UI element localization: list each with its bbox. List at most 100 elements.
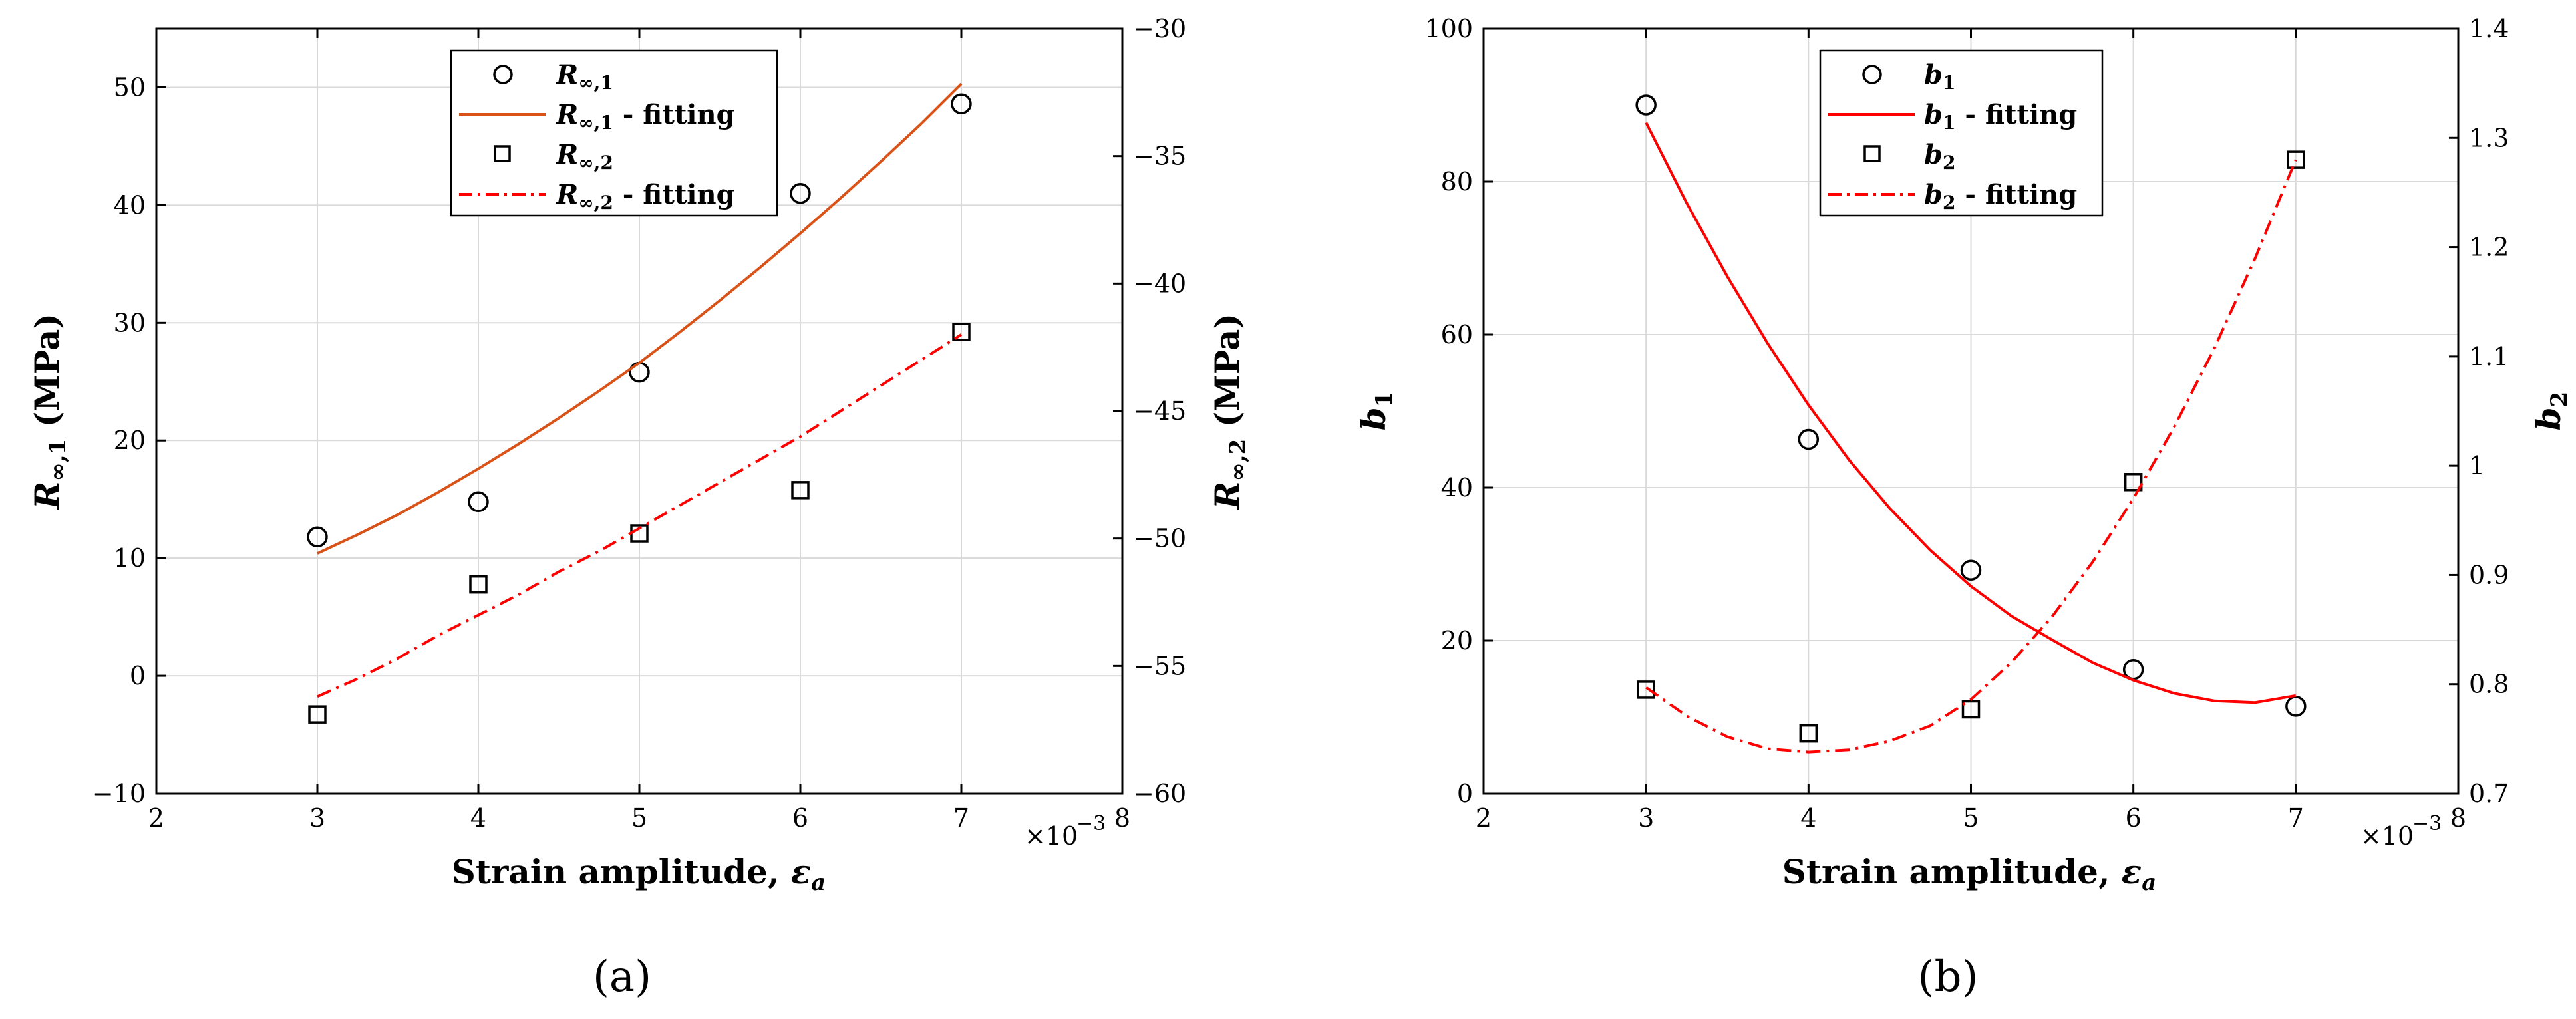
data-point-square <box>952 323 971 341</box>
y-right-tick-label: 1.1 <box>2469 342 2509 371</box>
data-point-square <box>308 705 327 724</box>
legend-a: R∞,1 R∞,1 - fitting R∞,2 R∞,2 - fitting <box>450 49 778 217</box>
legend-label: b1 <box>1924 59 1955 94</box>
legend-marker-circle <box>493 65 513 84</box>
y-right-tick-label: 1 <box>2469 451 2485 480</box>
y-right-tick-label: −40 <box>1133 269 1186 298</box>
panel-label-a: (a) <box>593 952 651 1002</box>
panel-label-b: (b) <box>1918 952 1979 1002</box>
y-right-tick-label: −50 <box>1133 524 1186 553</box>
y-right-axis-label-a: R∞,2 (MPa) <box>1208 313 1251 510</box>
plot-area-a <box>307 82 972 724</box>
y-left-tick-label: 20 <box>114 426 146 455</box>
y-right-tick-label: 0.9 <box>2469 560 2509 589</box>
x-multiplier-b: ×10 <box>2360 821 2414 851</box>
y-left-tick-label: 80 <box>1441 167 1473 196</box>
x-axis-label-a: Strain amplitude, εa <box>452 852 826 896</box>
y-left-tick-label: 40 <box>114 190 146 219</box>
series-line <box>317 82 963 555</box>
y-left-tick-label: 100 <box>1424 14 1473 43</box>
x-ticks-a: 2 3 4 5 6 7 8 <box>148 29 1130 833</box>
data-point-circle <box>951 93 972 114</box>
series-line <box>1645 122 2297 704</box>
series-line <box>1645 159 2297 754</box>
data-point-square <box>1637 680 1655 699</box>
y-left-ticks-b: 0 20 40 60 80 100 <box>1424 14 1493 808</box>
legend-label: R∞,2 - fitting <box>556 179 735 214</box>
y-left-ticks-a: −10 0 10 20 30 40 50 <box>92 73 166 808</box>
x-tick-label: 4 <box>1800 803 1816 833</box>
data-point-square <box>791 481 810 500</box>
x-tick-label: 3 <box>1638 803 1654 833</box>
y-right-tick-label: −35 <box>1133 142 1186 171</box>
data-point-square <box>2287 150 2305 169</box>
chart-panel-b: 2 3 4 5 6 7 8 0 20 40 60 80 100 0.7 0.8 0.9 1 1.1 1.2 1.3… <box>1354 14 2573 1002</box>
y-left-tick-label: 40 <box>1441 473 1473 502</box>
data-point-circle <box>468 491 489 512</box>
x-tick-label: 4 <box>470 803 486 833</box>
data-point-square <box>1961 700 1981 719</box>
legend-label: R∞,2 <box>556 139 613 174</box>
x-multiplier-exp-b: −3 <box>2412 812 2442 835</box>
x-tick-label: 2 <box>1476 803 1492 833</box>
data-point-circle <box>1960 559 1982 581</box>
data-point-circle <box>307 526 328 548</box>
legend-label: R∞,1 - fitting <box>556 99 735 134</box>
x-tick-label: 7 <box>953 803 969 833</box>
legend-label: R∞,1 <box>556 59 613 94</box>
y-right-tick-label: 0.8 <box>2469 670 2509 699</box>
data-point-square <box>469 575 488 594</box>
data-point-circle <box>2285 696 2307 717</box>
y-right-tick-label: −60 <box>1133 779 1186 808</box>
x-tick-label: 6 <box>2126 803 2142 833</box>
legend-label: b1 - fitting <box>1924 99 2077 134</box>
y-left-tick-label: 20 <box>1441 626 1473 655</box>
legend-b: b1 b1 - fitting b2 b2 - fitting <box>1819 49 2104 217</box>
x-tick-label: 5 <box>631 803 647 833</box>
legend-label: b2 - fitting <box>1924 179 2077 214</box>
legend-marker-circle <box>1862 65 1882 84</box>
data-point-square <box>1799 724 1818 743</box>
y-right-ticks-a: −60 −55 −50 −45 −40 −35 −30 <box>1113 14 1186 808</box>
x-ticks-b: 2 3 4 5 6 7 8 <box>1476 29 2466 833</box>
y-left-tick-label: 50 <box>114 73 146 102</box>
x-tick-label: 8 <box>1114 803 1130 833</box>
legend-marker-square <box>1863 145 1881 162</box>
x-tick-label: 5 <box>1963 803 1979 833</box>
legend-marker-square <box>494 145 511 162</box>
y-right-tick-label: −45 <box>1133 396 1186 426</box>
series-line <box>317 333 963 698</box>
y-left-tick-label: 30 <box>114 308 146 337</box>
x-axis-label-b: Strain amplitude, εa <box>1782 852 2156 896</box>
data-point-circle <box>1635 94 1657 116</box>
chart-panel-a: 2 3 4 5 6 7 8 −10 0 10 20 30 40 50 −60 −55 −50 −45 −40 −3… <box>27 14 1251 1002</box>
y-right-ticks-b: 0.7 0.8 0.9 1 1.1 1.2 1.3 1.4 <box>2449 14 2509 808</box>
y-left-axis-label-b: b1 <box>1354 392 1398 431</box>
x-multiplier-a: ×10 <box>1025 821 1078 851</box>
y-left-tick-label: 10 <box>114 543 146 573</box>
y-right-tick-label: −55 <box>1133 651 1186 680</box>
x-tick-label: 3 <box>309 803 325 833</box>
y-left-tick-label: 60 <box>1441 320 1473 349</box>
y-right-tick-label: −30 <box>1133 14 1186 43</box>
y-left-tick-label: 0 <box>1457 779 1473 808</box>
y-right-tick-label: 1.3 <box>2469 123 2509 152</box>
x-tick-label: 8 <box>2450 803 2466 833</box>
data-point-square <box>2124 473 2143 492</box>
legend-label: b2 <box>1924 139 1955 174</box>
y-right-axis-label-b: b2 <box>2529 392 2573 431</box>
x-tick-label: 7 <box>2288 803 2304 833</box>
data-point-circle <box>1798 428 1820 450</box>
x-multiplier-exp-a: −3 <box>1076 812 1106 835</box>
y-right-tick-label: 1.2 <box>2469 233 2509 262</box>
y-left-tick-label: −10 <box>92 779 146 808</box>
x-tick-label: 6 <box>792 803 808 833</box>
y-left-axis-label-a: R∞,1 (MPa) <box>27 313 71 510</box>
y-right-tick-label: 1.4 <box>2469 14 2509 43</box>
x-tick-label: 2 <box>148 803 164 833</box>
y-right-tick-label: 0.7 <box>2469 779 2509 808</box>
data-point-circle <box>790 182 811 204</box>
y-left-tick-label: 0 <box>130 661 146 690</box>
plot-area-b <box>1635 94 2307 754</box>
